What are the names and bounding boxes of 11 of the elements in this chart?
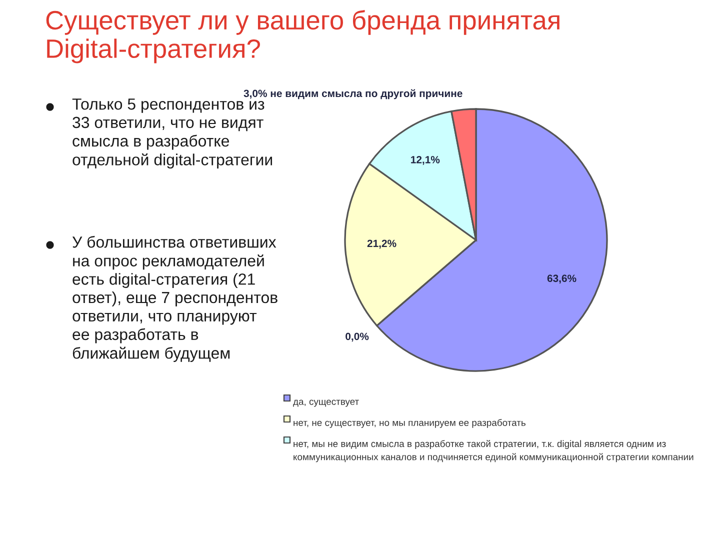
chart-title: Существует ли у вашего бренда принятая Digital-стратегия? — [46, 10, 560, 64]
data-label: 3,0% не видим смысла по другой причине — [244, 89, 462, 100]
legend-label: нет, мы не видим смысла в разработке такой стратегии, т.к. digital является одним из коммуникационных каналов и подчиняется единой коммуникационной стратегии компании — [294, 440, 694, 462]
data-label: 12,1% — [411, 156, 440, 165]
text: У большинства ответивших на опрос рекламодателей есть digital-стратегия (21 ответ), еще 7 респондентов ответили, что планируют ее разработать в ближайшем будущем — [72, 236, 278, 362]
data-label: 63,6% — [547, 274, 576, 284]
data-label: 21,2% — [367, 240, 396, 249]
text: Только 5 респондентов из 33 ответили, что не видят смысла в разработке отдельной digital-стратегии — [72, 98, 272, 169]
legend-label: да, существует — [293, 400, 359, 407]
legend-label: нет, не существует, но мы планируем ее разработать — [294, 419, 526, 428]
text: 0,0% — [346, 332, 369, 342]
